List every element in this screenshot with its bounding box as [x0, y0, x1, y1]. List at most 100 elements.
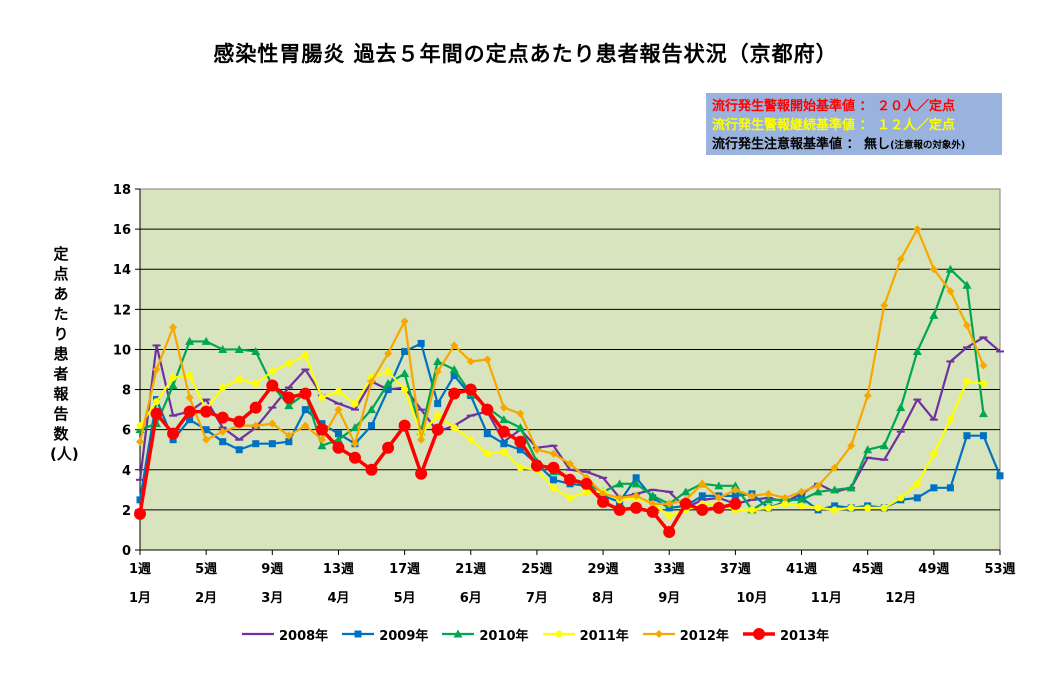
data-point	[549, 449, 558, 458]
data-point	[483, 430, 491, 438]
legend-marker	[453, 629, 463, 638]
data-point	[712, 501, 725, 514]
data-point	[417, 435, 426, 444]
data-point	[515, 423, 525, 432]
month-label: 1月	[129, 591, 151, 606]
data-point	[183, 405, 196, 418]
data-point	[268, 440, 276, 448]
series-lines	[134, 225, 1004, 538]
data-point	[186, 372, 194, 380]
month-label: 2月	[195, 591, 217, 606]
data-point	[631, 479, 641, 488]
grid-lines	[140, 228, 1000, 511]
data-point	[136, 422, 144, 430]
legend-swatch	[542, 630, 575, 638]
data-point	[332, 441, 345, 454]
data-point	[963, 378, 971, 386]
x-tick-label: 5週	[195, 562, 217, 577]
legend-label: 2010年	[479, 628, 529, 644]
data-point	[583, 488, 591, 496]
legend-item: 2010年	[440, 624, 529, 644]
data-point	[547, 461, 560, 474]
legend-item: 2012年	[641, 624, 729, 644]
data-point	[696, 503, 709, 516]
data-point	[847, 441, 856, 450]
data-point	[301, 406, 309, 414]
data-point	[153, 398, 161, 406]
data-point	[400, 369, 410, 378]
data-point	[880, 301, 889, 310]
data-point	[615, 493, 624, 502]
data-point	[333, 435, 343, 444]
data-point	[731, 492, 739, 500]
data-point	[368, 422, 376, 430]
data-point	[714, 493, 723, 502]
data-point	[169, 323, 178, 332]
data-point	[318, 420, 326, 428]
y-tick-label: 4	[122, 464, 131, 479]
watch-threshold-note: (注意報の対象外)	[890, 140, 966, 151]
data-point	[218, 344, 228, 353]
data-point	[450, 424, 458, 432]
legend-swatch	[242, 632, 274, 636]
data-point	[266, 379, 279, 392]
data-point	[831, 506, 839, 514]
data-point	[913, 225, 922, 234]
data-point	[945, 264, 955, 273]
data-point	[500, 440, 508, 448]
data-point	[185, 393, 194, 402]
data-point	[431, 423, 444, 436]
data-point	[514, 435, 527, 448]
data-point	[516, 409, 525, 418]
data-point	[251, 346, 261, 355]
y-tick-label: 6	[122, 424, 131, 439]
data-point	[499, 403, 508, 412]
data-point	[814, 481, 823, 490]
data-point	[781, 500, 789, 508]
data-point	[566, 459, 574, 468]
data-point	[382, 441, 395, 454]
data-point	[282, 391, 295, 404]
data-point	[351, 400, 359, 408]
data-point	[218, 427, 227, 436]
data-point	[698, 492, 706, 500]
data-point	[516, 464, 524, 472]
data-point	[136, 437, 144, 446]
data-point	[913, 494, 921, 502]
data-point	[415, 467, 428, 480]
data-point	[646, 505, 659, 518]
data-point	[880, 504, 888, 512]
data-point	[798, 502, 806, 510]
data-point	[665, 512, 673, 520]
alarm-start-threshold: 流行発生警報開始基準値 ： ２０人／定点	[712, 99, 956, 114]
data-point	[896, 255, 905, 264]
y-tick-label: 12	[113, 303, 131, 318]
data-point	[315, 423, 328, 436]
data-point	[912, 346, 922, 355]
data-point	[301, 351, 309, 359]
data-point	[466, 357, 475, 366]
data-point	[401, 347, 409, 355]
data-point	[731, 485, 740, 494]
x-tick-label: 33週	[654, 562, 685, 577]
data-point	[349, 451, 361, 464]
legend-swatch	[642, 630, 675, 638]
data-point	[398, 419, 411, 432]
data-point	[500, 448, 508, 456]
data-point	[301, 421, 310, 430]
x-tick-label: 37週	[720, 562, 751, 577]
data-point	[219, 438, 227, 446]
month-label: 3月	[261, 591, 283, 606]
data-point	[613, 503, 626, 516]
data-point	[168, 381, 178, 390]
data-point	[351, 439, 359, 448]
data-point	[549, 476, 557, 484]
legend-marker	[354, 630, 362, 638]
data-point	[813, 487, 823, 496]
data-point	[219, 384, 227, 392]
data-point	[566, 494, 574, 502]
data-point	[896, 403, 906, 412]
data-point	[169, 374, 177, 382]
legend-label: 2009年	[379, 628, 429, 644]
data-point	[781, 493, 789, 502]
